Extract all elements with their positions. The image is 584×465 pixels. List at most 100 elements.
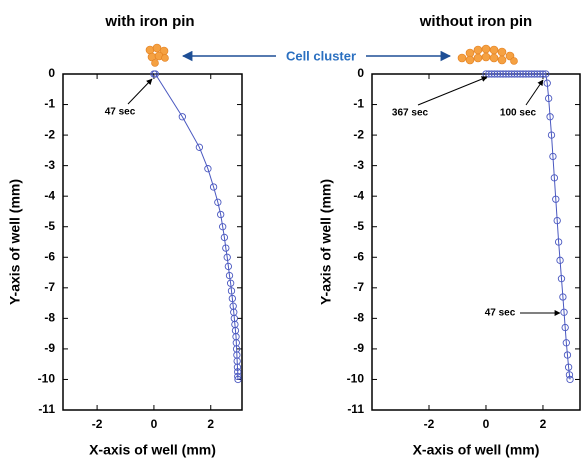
cluster-label: Cell cluster <box>286 48 356 63</box>
trajectory-point <box>564 363 573 371</box>
annotation-arrow <box>417 76 488 106</box>
y-tick-label: -7 <box>44 280 55 294</box>
trajectory-point <box>542 70 550 78</box>
plot-frame <box>62 73 243 411</box>
y-tick-label: -10 <box>347 372 365 386</box>
trajectory-point <box>222 244 230 252</box>
y-tick-label: -1 <box>44 97 55 111</box>
trajectory-point <box>151 70 159 78</box>
y-tick-label: -5 <box>44 219 55 233</box>
y-tick-label: -2 <box>44 127 55 141</box>
y-tick-label: -9 <box>44 341 55 355</box>
trajectory-point <box>556 256 564 264</box>
trajectory-point <box>563 351 572 359</box>
trajectory-point <box>225 271 234 280</box>
trajectory-point <box>226 279 235 287</box>
y-tick-label: 0 <box>48 66 55 80</box>
annotation-arrow <box>127 78 153 105</box>
trajectory-point <box>227 287 236 295</box>
trajectory-point <box>539 70 547 78</box>
x-axis-label: X-axis of well (mm) <box>413 442 540 458</box>
y-tick-label: -3 <box>353 158 364 172</box>
trajectory-point <box>543 79 551 87</box>
y-tick-label: -11 <box>347 402 364 416</box>
trajectory-point <box>510 70 519 78</box>
trajectory-point <box>234 375 242 384</box>
plot-frame <box>371 73 581 411</box>
y-tick-label: -6 <box>353 249 364 263</box>
cell-cluster-right <box>457 44 518 65</box>
y-axis-label: Y-axis of well (mm) <box>318 179 334 305</box>
trajectory-point <box>516 70 524 78</box>
time-annotation: 367 sec <box>392 108 429 119</box>
trajectory-point <box>560 308 568 316</box>
trajectory-point <box>562 339 570 347</box>
trajectory-point <box>178 113 186 121</box>
trajectory-point <box>214 198 222 206</box>
y-tick-label: -9 <box>353 341 364 355</box>
trajectory-point <box>507 70 516 78</box>
y-axis-label: Y-axis of well (mm) <box>7 179 23 305</box>
trajectory-point <box>519 70 527 78</box>
trajectory-point <box>545 94 553 103</box>
time-annotation: 100 sec <box>500 108 537 119</box>
x-tick-label: -2 <box>92 417 103 431</box>
trajectory-line <box>485 73 571 380</box>
trajectory-point <box>536 70 544 78</box>
panel-title: with iron pin <box>104 13 194 30</box>
trajectory-line <box>153 73 239 380</box>
trajectory-point <box>533 70 541 78</box>
x-axis-label: X-axis of well (mm) <box>89 442 216 458</box>
trajectory-point <box>502 70 510 78</box>
trajectory-point <box>553 216 561 225</box>
trajectory-point <box>554 238 563 246</box>
trajectory-point <box>566 375 574 384</box>
trajectory-point <box>209 183 218 191</box>
trajectory-point <box>546 113 554 121</box>
y-tick-label: -11 <box>38 402 55 416</box>
y-tick-label: -8 <box>44 311 55 325</box>
trajectory-point <box>234 372 242 381</box>
annotation-arrow <box>525 79 544 106</box>
trajectory-point <box>224 262 233 271</box>
trajectory-point <box>233 363 242 371</box>
trajectory-point <box>496 70 504 78</box>
trajectory-point <box>228 294 236 303</box>
trajectory-point <box>505 70 513 78</box>
trajectory-point <box>522 70 530 78</box>
y-tick-label: 0 <box>357 66 364 80</box>
y-tick-label: -8 <box>353 311 364 325</box>
trajectory-point <box>557 275 566 283</box>
trajectory-point <box>204 165 212 173</box>
trajectory-point <box>490 70 499 78</box>
trajectory-point <box>559 293 567 301</box>
trajectory-point <box>493 70 502 78</box>
x-tick-label: 0 <box>151 417 158 431</box>
cell-cluster-left <box>145 43 169 67</box>
trajectory-point <box>234 368 242 376</box>
trajectory-point <box>223 253 231 261</box>
x-tick-label: 2 <box>207 417 214 431</box>
trajectory-point <box>220 233 229 242</box>
trajectory-point <box>549 152 557 161</box>
x-tick-label: 2 <box>540 417 547 431</box>
y-tick-label: -5 <box>353 219 364 233</box>
x-tick-label: -2 <box>424 417 435 431</box>
trajectory-point <box>547 131 556 139</box>
y-tick-label: -3 <box>44 158 55 172</box>
trajectory-point <box>530 70 539 78</box>
panel-title: without iron pin <box>419 13 532 30</box>
trajectory-point <box>195 143 204 151</box>
y-tick-label: -4 <box>44 188 55 202</box>
time-annotation: 47 sec <box>485 308 516 319</box>
y-tick-label: -10 <box>38 372 56 386</box>
trajectory-point <box>561 323 569 332</box>
trajectory-point <box>565 371 574 379</box>
trajectory-point <box>217 210 225 219</box>
trajectory-point <box>513 70 521 78</box>
trajectory-point <box>499 70 507 78</box>
trajectory-point <box>219 223 227 231</box>
y-tick-label: -2 <box>353 127 364 141</box>
